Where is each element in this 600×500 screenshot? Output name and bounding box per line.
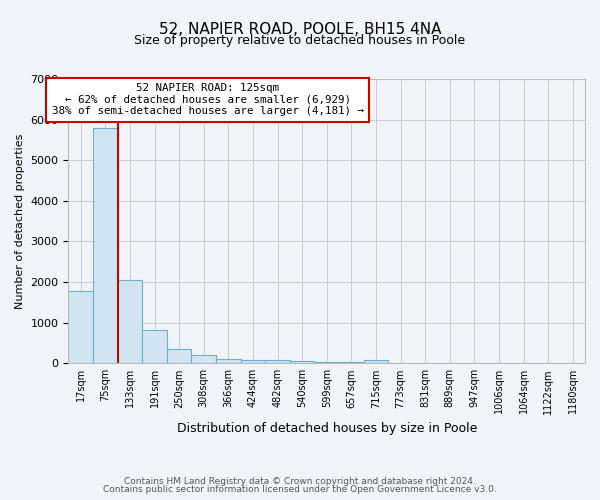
Bar [364,360,388,364]
Bar [290,361,314,364]
Y-axis label: Number of detached properties: Number of detached properties [15,134,25,309]
Bar [68,291,93,364]
Bar [314,362,339,364]
Bar [142,330,167,364]
Text: Contains public sector information licensed under the Open Government Licence v3: Contains public sector information licen… [103,485,497,494]
Bar [216,359,241,364]
Bar [118,280,142,363]
Bar [265,360,290,364]
Text: 52, NAPIER ROAD, POOLE, BH15 4NA: 52, NAPIER ROAD, POOLE, BH15 4NA [159,22,441,38]
Text: Contains HM Land Registry data © Crown copyright and database right 2024.: Contains HM Land Registry data © Crown c… [124,477,476,486]
Bar [241,360,265,364]
X-axis label: Distribution of detached houses by size in Poole: Distribution of detached houses by size … [176,422,477,435]
Bar [339,362,364,364]
Bar [167,350,191,364]
Text: 52 NAPIER ROAD: 125sqm
← 62% of detached houses are smaller (6,929)
38% of semi-: 52 NAPIER ROAD: 125sqm ← 62% of detached… [52,84,364,116]
Bar [93,128,118,364]
Bar [191,355,216,364]
Text: Size of property relative to detached houses in Poole: Size of property relative to detached ho… [134,34,466,47]
